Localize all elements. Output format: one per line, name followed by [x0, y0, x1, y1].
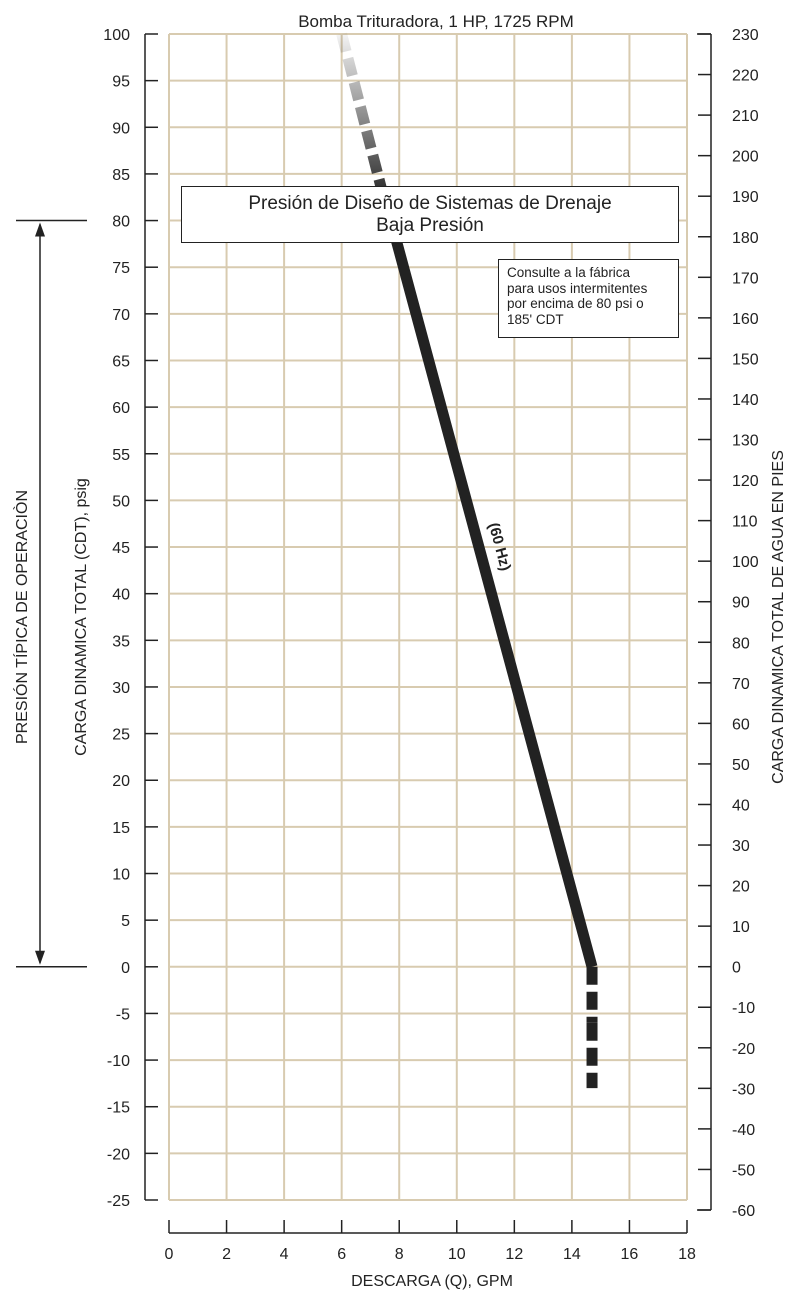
left-tick-label: 90 [112, 120, 130, 137]
left-tick-label: -15 [107, 1100, 130, 1117]
left-tick-label: 65 [112, 353, 130, 370]
right-tick-label: 110 [732, 514, 758, 531]
right-tick-label: -20 [732, 1041, 755, 1058]
right-tick-label: -60 [732, 1203, 755, 1220]
right-tick-label: 140 [732, 392, 759, 409]
note-line-3: por encima de 80 psi o [507, 296, 672, 312]
right-tick-label: 200 [732, 149, 759, 166]
bottom-tick-label: 10 [448, 1246, 466, 1263]
operating-range-label: PRESIÓN TÍPICA DE OPERACIÒN [12, 490, 31, 744]
left-tick-label: 30 [112, 680, 130, 697]
curve-segment [342, 34, 385, 202]
left-tick-label: 70 [112, 307, 130, 324]
left-tick-label: 60 [112, 400, 130, 417]
right-tick-label: -50 [732, 1162, 755, 1179]
left-tick-label: 80 [112, 214, 130, 231]
left-tick-label: -5 [116, 1006, 130, 1023]
bottom-tick-label: 6 [337, 1246, 346, 1263]
left-tick-label: 0 [121, 960, 130, 977]
right-tick-label: 70 [732, 676, 750, 693]
bottom-tick-label: 14 [563, 1246, 581, 1263]
right-tick-label: 150 [732, 351, 759, 368]
left-tick-label: 45 [112, 540, 130, 557]
right-tick-label: 120 [732, 473, 759, 490]
right-tick-label: -40 [732, 1122, 755, 1139]
right-tick-label: 40 [732, 797, 750, 814]
operating-range-arrow-up [35, 223, 45, 237]
design-box-line-2: Baja Presión [182, 215, 678, 237]
left-tick-label: 35 [112, 633, 130, 650]
right-tick-label: 20 [732, 879, 750, 896]
left-tick-label: -20 [107, 1146, 130, 1163]
right-axis-label: CARGA DINAMICA TOTAL DE AGUA EN PIES [770, 450, 787, 784]
right-tick-label: -10 [732, 1000, 755, 1017]
right-tick-label: 180 [732, 230, 759, 247]
note-line-2: para usos intermitentes [507, 281, 672, 297]
left-tick-label: 75 [112, 260, 130, 277]
right-tick-label: 220 [732, 68, 759, 85]
right-tick-label: 100 [732, 554, 759, 571]
left-tick-label: 10 [112, 867, 130, 884]
factory-note-box: Consulte a la fábrica para usos intermit… [498, 259, 679, 338]
note-line-1: Consulte a la fábrica [507, 265, 672, 281]
bottom-tick-label: 18 [678, 1246, 696, 1263]
right-tick-label: 130 [732, 433, 759, 450]
bottom-tick-label: 12 [505, 1246, 523, 1263]
right-tick-label: 10 [732, 919, 750, 936]
right-tick-label: 30 [732, 838, 750, 855]
left-tick-label: 95 [112, 74, 130, 91]
right-tick-label: 60 [732, 716, 750, 733]
left-tick-label: 15 [112, 820, 130, 837]
note-line-4: 185' CDT [507, 312, 672, 328]
left-tick-label: 100 [103, 27, 130, 44]
bottom-tick-label: 2 [222, 1246, 231, 1263]
bottom-tick-label: 16 [621, 1246, 639, 1263]
right-tick-label: 90 [732, 595, 750, 612]
bottom-tick-label: 0 [165, 1246, 174, 1263]
left-tick-label: 50 [112, 493, 130, 510]
left-tick-label: 20 [112, 773, 130, 790]
bottom-tick-label: 4 [280, 1246, 289, 1263]
bottom-tick-label: 8 [395, 1246, 404, 1263]
right-tick-label: 80 [732, 635, 750, 652]
left-tick-label: -25 [107, 1193, 130, 1210]
right-tick-label: 170 [732, 270, 759, 287]
left-tick-label: -10 [107, 1053, 130, 1070]
right-tick-label: 190 [732, 189, 759, 206]
right-tick-label: -30 [732, 1081, 755, 1098]
chart-title: Bomba Trituradora, 1 HP, 1725 RPM [298, 12, 574, 31]
right-tick-label: 160 [732, 311, 759, 328]
left-tick-label: 40 [112, 587, 130, 604]
curve-segment [393, 230, 592, 967]
right-tick-label: 50 [732, 757, 750, 774]
x-axis-label: DESCARGA (Q), GPM [351, 1273, 513, 1290]
design-pressure-box: Presión de Diseño de Sistemas de Drenaje… [181, 186, 679, 243]
design-box-line-1: Presión de Diseño de Sistemas de Drenaje [182, 193, 678, 215]
right-tick-label: 0 [732, 960, 741, 977]
right-tick-label: 230 [732, 27, 759, 44]
left-tick-label: 5 [121, 913, 130, 930]
right-tick-label: 210 [732, 108, 759, 125]
left-axis-label: CARGA DINAMICA TOTAL (CDT), psig [73, 478, 90, 756]
left-tick-label: 85 [112, 167, 130, 184]
left-tick-label: 55 [112, 447, 130, 464]
left-tick-label: 25 [112, 727, 130, 744]
operating-range-arrow-down [35, 951, 45, 965]
